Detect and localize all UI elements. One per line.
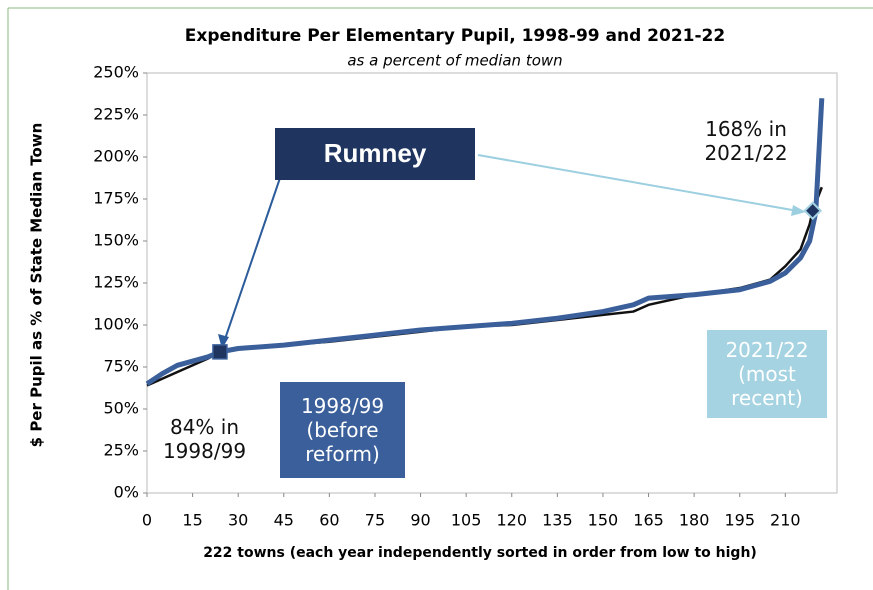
- legend-entry: 2021/22 (most recent): [707, 330, 827, 418]
- y-tick-label: 125%: [93, 273, 139, 292]
- y-tick-label: 50%: [103, 399, 139, 418]
- y-tick-label: 150%: [93, 231, 139, 250]
- y-tick-label: 25%: [103, 441, 139, 460]
- arrow: [477, 154, 799, 212]
- x-axis-label: 222 towns (each year independently sorte…: [203, 545, 757, 561]
- y-tick-label: 200%: [93, 147, 139, 166]
- y-tick-label: 175%: [93, 189, 139, 208]
- x-tick-label: 180: [679, 511, 710, 530]
- chart-title: Expenditure Per Elementary Pupil, 1998-9…: [185, 26, 725, 46]
- highlight-point: [803, 201, 823, 221]
- x-tick-label: 210: [770, 511, 801, 530]
- x-tick-label: 120: [496, 511, 527, 530]
- x-tick-label: 195: [724, 511, 755, 530]
- x-tick-label: 60: [319, 511, 339, 530]
- x-tick-label: 15: [182, 511, 202, 530]
- annotation: 168% in 2021/22: [704, 117, 788, 165]
- y-tick-label: 75%: [103, 357, 139, 376]
- legend-entry: 1998/99 (before reform): [280, 382, 405, 478]
- highlight-point: [212, 344, 228, 360]
- x-tick-label: 30: [228, 511, 248, 530]
- arrow: [223, 177, 281, 343]
- y-tick-label: 0%: [114, 483, 139, 502]
- y-tick-label: 250%: [93, 63, 139, 82]
- x-tick-label: 150: [588, 511, 619, 530]
- arrow-head: [791, 205, 806, 216]
- highlight-label: Rumney: [275, 128, 475, 180]
- y-tick-label: 225%: [93, 105, 139, 124]
- arrow-head: [218, 334, 229, 349]
- x-tick-label: 45: [274, 511, 294, 530]
- x-tick-label: 135: [542, 511, 573, 530]
- chart-subtitle: as a percent of median town: [347, 52, 562, 70]
- y-axis-label: $ Per Pupil as % of State Median Town: [28, 123, 46, 448]
- y-tick-label: 100%: [93, 315, 139, 334]
- x-tick-label: 0: [142, 511, 152, 530]
- x-tick-label: 105: [451, 511, 482, 530]
- x-tick-label: 165: [633, 511, 664, 530]
- x-tick-label: 90: [410, 511, 430, 530]
- x-tick-label: 75: [365, 511, 385, 530]
- annotation: 84% in 1998/99: [162, 415, 247, 463]
